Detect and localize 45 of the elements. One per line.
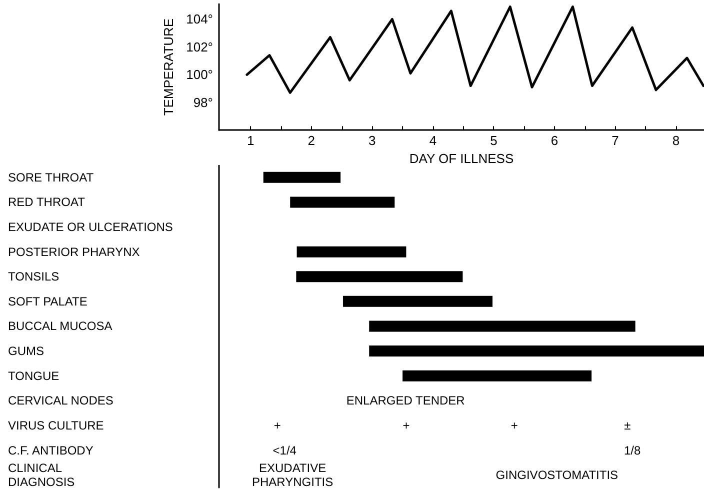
y-tick-label: SORE THROAT — [8, 170, 94, 184]
y-axis-title: TEMPERATURE — [161, 18, 176, 116]
y-tick-label: EXUDATE OR ULCERATIONS — [8, 220, 173, 234]
x-tick-label: 2 — [308, 133, 315, 148]
line-series — [246, 6, 704, 94]
y-tick-label: TONGUE — [8, 368, 60, 383]
bar — [296, 271, 463, 282]
x-tick-label: 7 — [612, 133, 619, 148]
annotation: ± — [624, 418, 632, 432]
bar — [263, 172, 341, 183]
y-tick-label: GUMS — [8, 344, 44, 358]
y-tick-label: TONSILS — [8, 270, 60, 284]
y-tick-label: 98° — [193, 94, 213, 110]
annotation: 1/8 — [624, 443, 641, 458]
y-tick-label: CLINICAL DIAGNOSIS — [8, 461, 75, 489]
bar — [290, 196, 395, 208]
x-tick-label: 3 — [368, 133, 376, 148]
annotation: + — [274, 418, 281, 432]
bar — [369, 346, 704, 357]
y-tick-label: BUCCAL MUCOSA — [8, 319, 112, 334]
y-tick-label: 102° — [186, 39, 213, 54]
x-tick-label: 6 — [550, 133, 558, 148]
x-tick-label: 5 — [490, 133, 498, 148]
bar — [402, 370, 592, 382]
y-tick-label: RED THROAT — [8, 195, 86, 210]
bar — [369, 320, 636, 332]
annotation: GINGIVOSTOMATITIS — [496, 468, 618, 482]
y-tick-label: SOFT PALATE — [8, 294, 88, 308]
y-tick-label: 104° — [186, 12, 213, 27]
bar — [296, 246, 406, 258]
y-tick-label: CERVICAL NODES — [8, 394, 114, 408]
y-tick-label: VIRUS CULTURE — [8, 418, 104, 432]
annotation: <1/4 — [272, 443, 297, 458]
y-tick-label: POSTERIOR PHARYNX — [8, 244, 140, 259]
annotation: ENLARGED TENDER — [346, 394, 466, 408]
annotation: + — [402, 418, 410, 432]
x-tick-label: 8 — [672, 133, 680, 148]
annotation: EXUDATIVE PHARYNGITIS — [252, 461, 334, 489]
x-tick-label: 4 — [429, 133, 437, 148]
x-tick-label: 1 — [246, 133, 254, 148]
x-axis-title: DAY OF ILLNESS — [409, 151, 514, 166]
y-tick-label: C.F. ANTIBODY — [8, 443, 94, 458]
y-tick-label: 100° — [186, 67, 213, 82]
bar — [342, 296, 492, 307]
annotation: + — [510, 418, 518, 432]
